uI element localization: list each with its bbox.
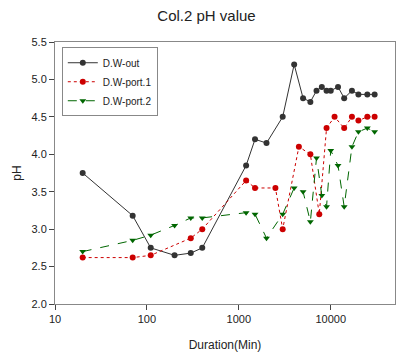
svg-text:D.W-out: D.W-out: [103, 58, 140, 69]
svg-text:100: 100: [138, 313, 156, 325]
svg-text:3.0: 3.0: [32, 223, 47, 235]
svg-text:10: 10: [49, 313, 61, 325]
svg-text:pH: pH: [10, 165, 24, 180]
svg-text:5.5: 5.5: [32, 36, 47, 48]
svg-text:5.0: 5.0: [32, 73, 47, 85]
svg-text:1000: 1000: [227, 313, 251, 325]
svg-text:3.5: 3.5: [32, 186, 47, 198]
svg-text:2.0: 2.0: [32, 298, 47, 310]
svg-text:4.5: 4.5: [32, 111, 47, 123]
svg-text:4.0: 4.0: [32, 148, 47, 160]
svg-text:Col.2 pH value: Col.2 pH value: [157, 7, 255, 24]
svg-text:D.W-port.1: D.W-port.1: [103, 77, 152, 88]
svg-text:D.W-port.2: D.W-port.2: [103, 96, 152, 107]
svg-text:10000: 10000: [315, 313, 346, 325]
svg-text:Duration(Min): Duration(Min): [189, 338, 262, 352]
svg-text:2.5: 2.5: [32, 260, 47, 272]
